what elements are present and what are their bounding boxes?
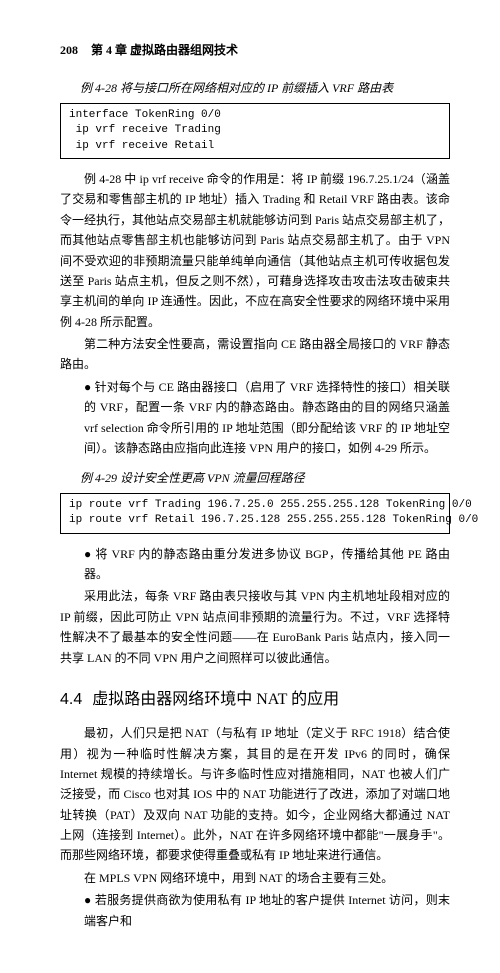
section-title-text: 虚拟路由器网络环境中 NAT 的应用: [92, 691, 339, 708]
paragraph-5: 在 MPLS VPN 网络环境中，用到 NAT 的场合主要有三处。: [60, 868, 450, 888]
paragraph-3: 采用此法，每条 VRF 路由表只接收与其 VPN 内主机地址段相对应的 IP 前…: [60, 586, 450, 668]
example-4-28-code: interface TokenRing 0/0 ip vrf receive T…: [60, 103, 450, 159]
section-number: 4.4: [60, 691, 82, 708]
bullet-1: 针对每个与 CE 路由器接口（启用了 VRF 选择特性的接口）相关联的 VRF，…: [84, 377, 450, 459]
page-header: 208 第 4 章 虚拟路由器组网技术: [60, 40, 450, 60]
example-4-29-code: ip route vrf Trading 196.7.25.0 255.255.…: [60, 493, 450, 534]
chapter-title: 第 4 章 虚拟路由器组网技术: [91, 43, 238, 57]
paragraph-4: 最初，人们只是把 NAT（与私有 IP 地址（定义于 RFC 1918）结合使用…: [60, 723, 450, 866]
example-4-28-label: 例 4-28 将与接口所在网络相对应的 IP 前缀插入 VRF 路由表: [80, 78, 450, 98]
paragraph-1: 例 4-28 中 ip vrf receive 命令的作用是：将 IP 前缀 1…: [60, 169, 450, 332]
example-4-29-label: 例 4-29 设计安全性更高 VPN 流量回程路径: [80, 468, 450, 488]
page-number: 208: [60, 43, 78, 57]
bullet-2: 将 VRF 内的静态路由重分发进多协议 BGP，传播给其他 PE 路由器。: [84, 544, 450, 585]
paragraph-2: 第二种方法安全性要高，需设置指向 CE 路由器全局接口的 VRF 静态路由。: [60, 334, 450, 375]
section-4-4-heading: 4.4 虚拟路由器网络环境中 NAT 的应用: [60, 686, 450, 713]
bullet-3: 若服务提供商欲为使用私有 IP 地址的客户提供 Internet 访问，则末端客…: [84, 890, 450, 931]
